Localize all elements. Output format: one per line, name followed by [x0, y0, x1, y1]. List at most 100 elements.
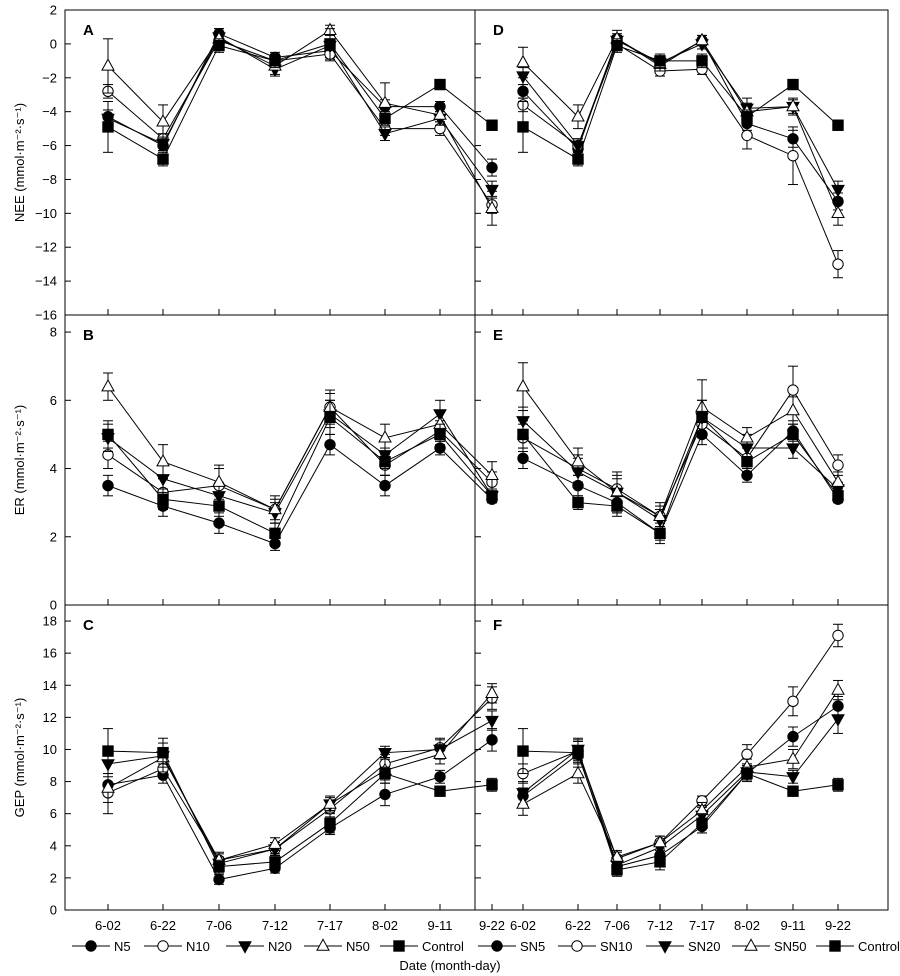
panel-a: 2 0 −2 −4 −6 −8 −10 −12 −14 −16 A NEE (mmol·m⁻²·s⁻¹…: [12, 3, 499, 323]
data-point: [517, 121, 529, 133]
y-tick-label: 16: [43, 646, 57, 661]
data-point: [696, 55, 708, 67]
data-point: [572, 153, 584, 165]
data-point: [654, 55, 666, 67]
data-point: [486, 119, 498, 131]
legend-label: N20: [268, 939, 292, 954]
panel-letter: B: [83, 327, 94, 344]
series-line: [522, 386, 839, 518]
data-point: [102, 428, 114, 441]
data-point: [832, 629, 844, 642]
series-sn20: [516, 34, 845, 199]
data-point: [741, 111, 753, 123]
y-tick-label: −12: [35, 240, 57, 255]
series-sn50: [516, 362, 845, 531]
data-point: [434, 78, 446, 91]
data-point: [654, 527, 666, 540]
series-line: [522, 416, 839, 521]
series-line: [107, 36, 493, 190]
data-point: [653, 508, 667, 521]
data-point: [102, 479, 114, 492]
x-tick-label: 6-22: [150, 918, 176, 933]
legend-label: N50: [346, 939, 370, 954]
legend-label: Control: [858, 939, 900, 954]
data-point: [741, 767, 753, 780]
data-point: [787, 785, 799, 797]
data-point: [101, 780, 115, 793]
data-point: [378, 430, 392, 443]
data-point: [213, 873, 225, 886]
data-point: [741, 129, 753, 142]
panel-c: 0 2 4 6 8 10 12 14 16 18 6-02 6-22 7-06 7-12 7-17 8-02 9…: [12, 604, 505, 933]
data-point: [610, 849, 624, 862]
data-point: [434, 771, 446, 783]
data-point: [324, 38, 336, 50]
panel-letter: D: [493, 22, 504, 39]
series-sn50: [516, 679, 845, 864]
data-point: [517, 428, 529, 441]
y-axis-label: ER (mmol·m⁻²·s⁻¹): [12, 405, 27, 515]
data-point: [832, 119, 844, 131]
data-point: [696, 411, 708, 424]
data-point: [572, 746, 584, 759]
panel-e: E: [474, 314, 889, 606]
data-point: [433, 746, 447, 759]
data-point: [157, 746, 169, 759]
chart-layer: 2 0 −2 −4 −6 −8 −10 −12 −14 −16 A NEE (mmol·m⁻²·s⁻¹…: [12, 3, 889, 933]
data-point: [324, 411, 336, 424]
data-point: [571, 140, 585, 154]
panel-letter: C: [83, 617, 94, 634]
x-tick-label: 6-22: [565, 918, 591, 933]
series-line: [522, 44, 839, 160]
y-tick-label: −14: [35, 274, 57, 289]
data-point: [695, 32, 709, 46]
series-line: [107, 416, 493, 535]
series-line: [522, 389, 839, 518]
data-point: [786, 751, 800, 764]
panel-b: 0 2 4 6 8 B ER (mmol·m⁻²·s⁻¹): [12, 314, 499, 613]
data-point: [378, 95, 392, 108]
data-point: [572, 496, 584, 509]
x-axis-label: Date (month-day): [399, 958, 500, 973]
series-line: [107, 697, 493, 861]
series-line: [107, 29, 493, 209]
data-point: [268, 501, 282, 515]
data-point: [485, 200, 499, 213]
data-point: [269, 856, 281, 868]
data-point: [787, 428, 799, 441]
y-tick-label: −2: [42, 70, 57, 85]
legend-marker: [658, 941, 672, 954]
panel-letter: F: [493, 617, 502, 634]
data-point: [324, 817, 336, 830]
data-point: [156, 139, 170, 152]
legend-label: N10: [186, 939, 210, 954]
legend-marker: [157, 940, 169, 952]
x-tick-label: 6-02: [510, 918, 536, 933]
data-point: [741, 748, 753, 760]
data-point: [787, 150, 799, 162]
panel-letter: A: [83, 22, 94, 39]
series-line: [522, 635, 839, 860]
data-point: [485, 467, 499, 481]
y-tick-label: −10: [35, 206, 57, 221]
series-line: [107, 386, 493, 511]
x-axis: [107, 599, 493, 605]
x-tick-label: 7-06: [206, 918, 232, 933]
data-point: [571, 453, 585, 467]
legend-marker: [829, 940, 841, 952]
panel-frame: [64, 314, 476, 606]
y-axis: 0 2 4 6 8 10 12 14 16 18: [43, 614, 71, 918]
series-sn20: [516, 399, 845, 531]
legend-item-control: Control: [380, 939, 464, 954]
y-tick-label: 10: [43, 742, 57, 757]
x-axis: [107, 309, 493, 315]
data-point: [786, 98, 800, 112]
x-tick-label: 9-11: [780, 918, 805, 933]
x-tick-label: 9-22: [825, 918, 851, 933]
legend-item-control: Control: [816, 939, 900, 954]
data-point: [485, 715, 499, 729]
y-tick-label: 4: [50, 461, 57, 476]
data-point: [323, 796, 337, 809]
data-point: [517, 452, 529, 464]
legend-label: SN10: [600, 939, 633, 954]
